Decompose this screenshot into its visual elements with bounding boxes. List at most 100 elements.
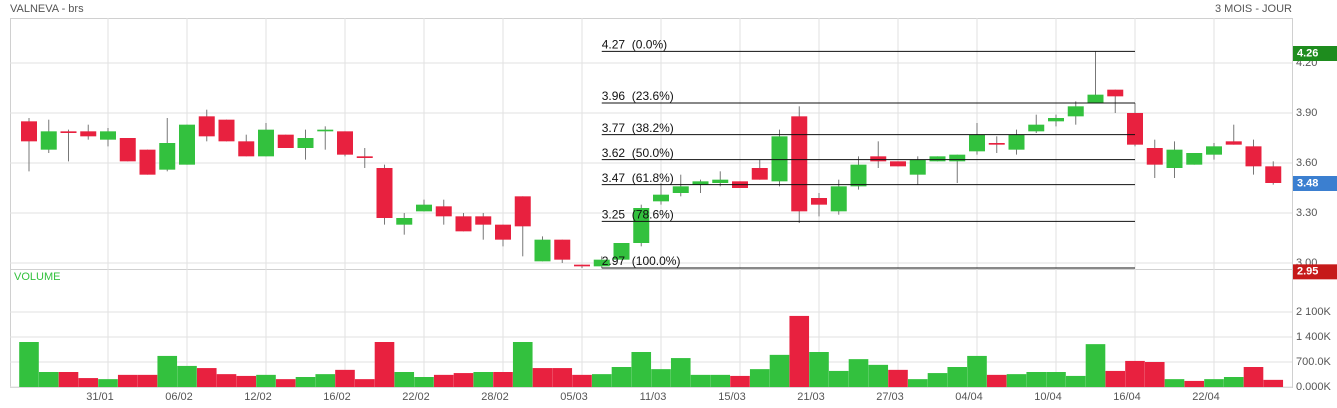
candle-body [495, 224, 511, 240]
candle-body [317, 129, 334, 132]
candle-body [1206, 146, 1222, 155]
volume-bar [868, 364, 889, 387]
candle-body [376, 168, 393, 218]
volume-bar [275, 379, 296, 387]
candle-body [870, 156, 887, 162]
x-tick-label: 04/04 [955, 391, 983, 403]
candle-body [1265, 166, 1282, 183]
volume-bar [1006, 374, 1027, 387]
candle-body [593, 259, 610, 267]
candle-body [633, 208, 650, 243]
volume-bar [157, 355, 178, 387]
candle-body [613, 243, 630, 260]
candle-body [179, 124, 195, 165]
candle-body [1008, 134, 1025, 150]
candle-body [1146, 148, 1163, 165]
candle-body [1067, 106, 1084, 117]
candle-body [1087, 94, 1104, 103]
volume-bar [473, 372, 494, 387]
y-tick-label: 3.30 [1296, 207, 1317, 219]
volume-tick-label: 0.000K [1296, 381, 1332, 393]
x-tick-label: 12/02 [244, 391, 272, 403]
volume-bar [907, 379, 928, 387]
candle-body [277, 134, 294, 148]
volume-bar [1125, 360, 1145, 387]
volume-bar [769, 354, 790, 387]
chart-title: VALNEVA - brs [10, 3, 84, 15]
candle-body [514, 196, 531, 227]
volume-bar [196, 368, 217, 387]
fib-label: 3.62 (50.0%) [602, 146, 674, 160]
candle-body [396, 218, 413, 225]
volume-bar [394, 372, 415, 387]
volume-bar [493, 372, 513, 387]
x-tick-label: 31/01 [86, 391, 114, 403]
candle-body [198, 116, 215, 137]
candle-body [811, 198, 827, 205]
candle-body [80, 131, 97, 137]
candle-body [1186, 153, 1203, 165]
volume-tick-label: 2 100K [1296, 306, 1332, 318]
price-marker-label: 3.48 [1297, 177, 1318, 189]
volume-bar [512, 342, 533, 387]
candle-body [850, 164, 867, 187]
candle-body [139, 149, 156, 175]
volume-bar [631, 352, 652, 387]
volume-bar [1223, 377, 1244, 387]
y-tick-label: 3.90 [1296, 107, 1317, 119]
x-tick-label: 16/04 [1113, 391, 1141, 403]
candle-body [475, 216, 492, 225]
x-tick-label: 06/02 [165, 391, 193, 403]
volume-bar [1026, 372, 1047, 387]
volume-bar [710, 374, 731, 387]
volume-bar [295, 377, 316, 387]
candle-body [435, 206, 452, 217]
candle-body [791, 116, 808, 212]
y-tick-label: 3.60 [1296, 157, 1317, 169]
candle-body [672, 186, 689, 193]
volume-bar [1085, 344, 1106, 387]
candle-body [909, 159, 926, 175]
candle-body [1127, 113, 1143, 145]
candle-body [830, 186, 847, 212]
volume-bar [789, 315, 810, 387]
price-marker [1293, 46, 1337, 61]
x-tick-label: 22/04 [1192, 391, 1220, 403]
volume-bar [38, 372, 59, 387]
candle-body [159, 143, 176, 170]
volume-bar [98, 379, 118, 387]
volume-bar [453, 373, 474, 387]
candle-body [21, 121, 37, 142]
candle-body [1048, 118, 1064, 122]
x-tick-label: 11/03 [640, 391, 667, 403]
volume-bar [986, 374, 1007, 387]
volume-bar [433, 374, 454, 387]
volume-bar [591, 374, 612, 387]
volume-bar [1204, 379, 1224, 387]
price-marker [1293, 176, 1337, 191]
volume-bar [532, 368, 553, 387]
candle-body [712, 179, 729, 183]
candle-body [653, 194, 669, 202]
volume-bar [1046, 372, 1066, 387]
x-tick-label: 10/04 [1034, 391, 1062, 403]
volume-bar [1243, 367, 1264, 387]
volume-bar [374, 342, 395, 387]
candle-body [1245, 146, 1262, 167]
volume-bar [749, 369, 770, 387]
price-marker [1293, 264, 1337, 280]
volume-bar [1263, 379, 1284, 387]
volume-bar [216, 374, 237, 387]
candle-body [258, 129, 274, 157]
candle-body [100, 131, 116, 140]
fib-label: 3.47 (61.8%) [602, 171, 674, 185]
candle-body [969, 134, 985, 152]
volume-bar [888, 369, 908, 387]
candle-body [218, 119, 235, 142]
volume-bar [354, 379, 375, 387]
volume-bar [848, 359, 869, 387]
volume-bar [414, 377, 434, 387]
chart-subtitle: 3 MOIS - JOUR [1215, 3, 1292, 15]
